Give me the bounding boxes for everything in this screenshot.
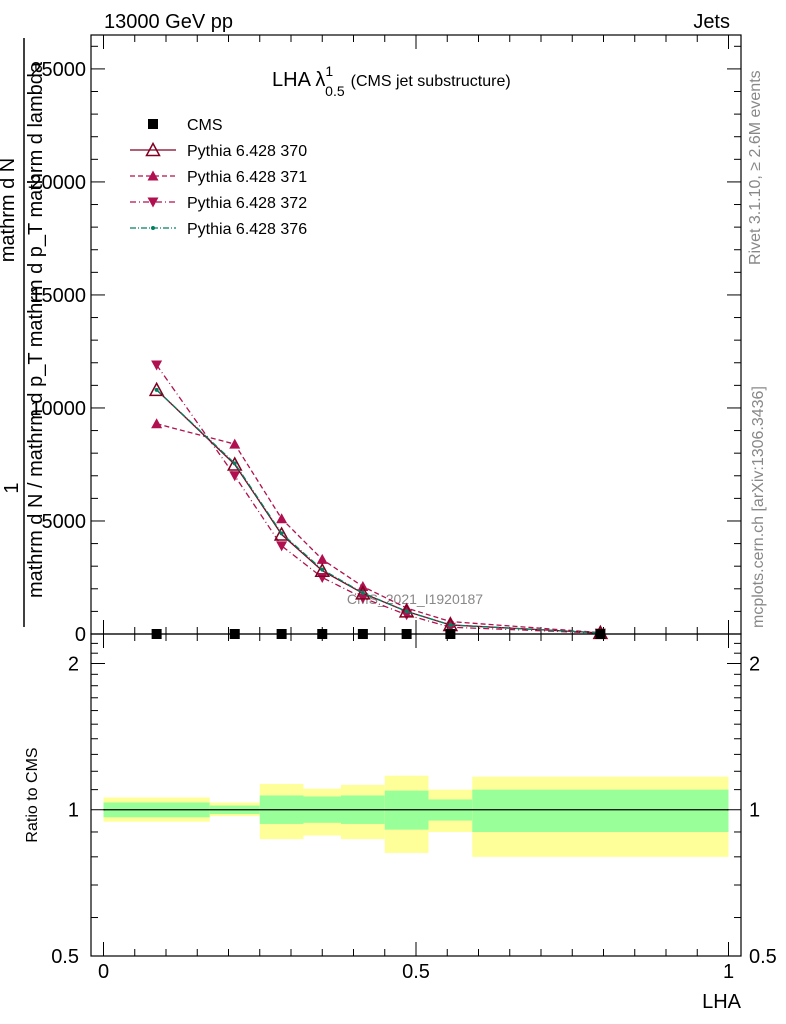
stat-uncertainty-band bbox=[472, 789, 729, 832]
watermark-label: CMS_2021_I1920187 bbox=[347, 591, 483, 607]
x-axis-label: LHA bbox=[702, 991, 742, 1013]
data-point bbox=[232, 461, 237, 466]
data-point bbox=[355, 585, 371, 600]
ratio-ytick-label-right: 1 bbox=[749, 800, 760, 822]
data-point bbox=[276, 541, 288, 552]
data-point bbox=[279, 531, 284, 536]
chart-title-extra: (CMS jet substructure) bbox=[351, 73, 511, 90]
main-ytick-label: 25000 bbox=[30, 59, 86, 81]
legend-marker bbox=[148, 119, 158, 129]
ratio-xtick-label: 0.5 bbox=[402, 961, 430, 983]
energy-label: 13000 GeV pp bbox=[104, 11, 233, 33]
main-ytick-label: 0 bbox=[75, 624, 86, 646]
ratio-ytick-label: 2 bbox=[68, 653, 79, 675]
legend-marker bbox=[147, 197, 159, 208]
ratio-axes: 0.5 0.5 1 1 2 2 0 0.5 1 bbox=[51, 633, 777, 983]
chart-title: LHA λ1 0.5 (CMS jet substructure) bbox=[272, 63, 511, 99]
data-point bbox=[151, 418, 163, 429]
ratio-ytick-label: 1 bbox=[68, 800, 79, 822]
legend-item: Pythia 6.428 371 bbox=[130, 169, 307, 186]
main-ytick-label: 10000 bbox=[30, 398, 86, 420]
ratio-xtick-label: 1 bbox=[723, 961, 734, 983]
legend-label: Pythia 6.428 370 bbox=[187, 143, 307, 160]
legend-label: Pythia 6.428 376 bbox=[187, 221, 307, 238]
chart-title-sub: 0.5 bbox=[325, 83, 345, 99]
legend-item: Pythia 6.428 376 bbox=[130, 221, 307, 238]
ratio-ytick-label-right: 2 bbox=[749, 653, 760, 675]
ratio-xtick-label: 0 bbox=[98, 961, 109, 983]
main-ytick-label: 15000 bbox=[30, 285, 86, 307]
main-ylabel: 1 mathrm d N mathrm d N / mathrm d p_T m… bbox=[0, 38, 47, 627]
data-point bbox=[276, 513, 288, 524]
data-point bbox=[154, 387, 159, 392]
ylabel-line-1: 1 bbox=[1, 482, 23, 493]
legend-marker bbox=[151, 226, 155, 230]
ratio-ytick-label: 0.5 bbox=[51, 946, 79, 968]
legend-item: Pythia 6.428 372 bbox=[130, 195, 307, 212]
main-ytick-label: 20000 bbox=[30, 172, 86, 194]
series-line bbox=[156, 423, 601, 634]
legend-marker bbox=[145, 141, 161, 157]
rivet-label: Rivet 3.1.10, ≥ 2.6M events bbox=[747, 70, 764, 265]
ratio-bands-layer bbox=[103, 775, 729, 857]
data-point bbox=[320, 567, 325, 572]
ratio-ytick-label-right: 0.5 bbox=[749, 946, 777, 968]
data-point bbox=[148, 381, 165, 397]
mcplots-label: mcplots.cern.ch [arXiv:1306.3436] bbox=[750, 386, 767, 628]
legend-label: CMS bbox=[187, 117, 223, 134]
data-point bbox=[398, 603, 415, 618]
legend-label: Pythia 6.428 371 bbox=[187, 169, 307, 186]
data-point bbox=[229, 438, 241, 449]
main-axes: 0 5000 10000 15000 20000 25000 bbox=[30, 34, 742, 646]
ratio-ylabel: Ratio to CMS bbox=[24, 747, 41, 842]
data-point bbox=[151, 360, 163, 371]
series-line bbox=[156, 389, 601, 634]
legend-item: Pythia 6.428 370 bbox=[130, 141, 307, 160]
main-ytick-label: 5000 bbox=[42, 511, 87, 533]
data-point bbox=[316, 572, 328, 583]
data-point bbox=[360, 590, 365, 595]
data-point bbox=[273, 526, 290, 541]
data-point bbox=[316, 553, 328, 564]
data-point bbox=[314, 562, 331, 577]
legend: CMS Pythia 6.428 370 Pythia 6.428 371 Pythi… bbox=[130, 117, 307, 238]
data-point bbox=[404, 609, 409, 614]
legend-marker bbox=[147, 170, 159, 181]
data-point bbox=[229, 471, 241, 482]
data-point bbox=[226, 456, 243, 471]
ylabel-line-3: mathrm d N / mathrm d p_T mathrm d p_T m… bbox=[25, 61, 47, 598]
ylabel-line-2: mathrm d N bbox=[0, 158, 19, 262]
chart-title-main: LHA λ bbox=[272, 69, 325, 91]
chart-title-sup: 1 bbox=[325, 63, 333, 79]
category-label: Jets bbox=[693, 11, 730, 33]
legend-label: Pythia 6.428 372 bbox=[187, 195, 307, 212]
series-pythia-6-428-376 bbox=[154, 387, 603, 635]
data-point bbox=[448, 622, 453, 627]
legend-item: CMS bbox=[148, 117, 223, 134]
